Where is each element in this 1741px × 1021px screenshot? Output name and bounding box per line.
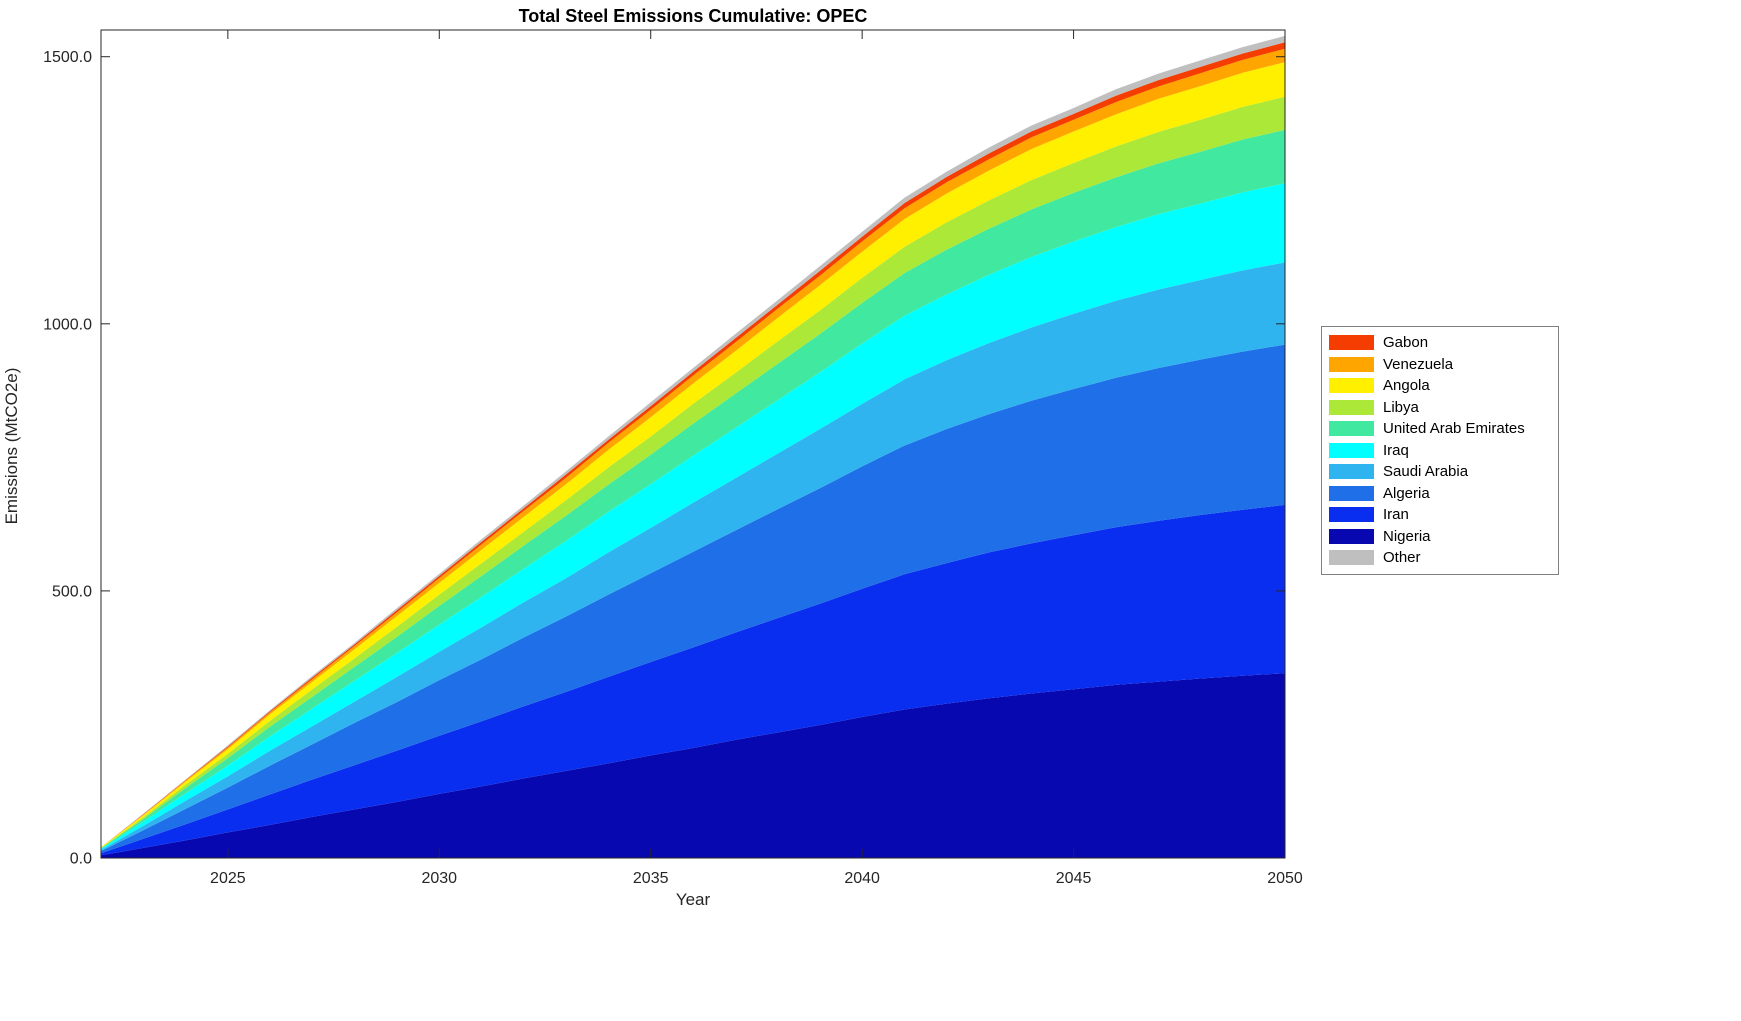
legend-item-saudi-arabia: Saudi Arabia — [1322, 461, 1558, 483]
legend-swatch — [1329, 464, 1374, 480]
x-tick-label: 2035 — [633, 870, 669, 887]
legend-item-angola: Angola — [1322, 375, 1558, 397]
legend-label: Venezuela — [1383, 355, 1454, 373]
legend-label: Iraq — [1383, 441, 1409, 459]
y-tick-label: 1000.0 — [43, 316, 92, 333]
x-axis-label: Year — [675, 890, 711, 909]
legend-swatch — [1329, 485, 1374, 501]
legend-item-gabon: Gabon — [1322, 332, 1558, 354]
legend-swatch — [1329, 442, 1374, 458]
legend-swatch — [1329, 378, 1374, 394]
legend-swatch — [1329, 528, 1374, 544]
y-axis-label: Emissions (MtCO2e) — [2, 367, 21, 525]
legend-label: Saudi Arabia — [1383, 463, 1469, 481]
legend-swatch — [1329, 550, 1374, 566]
area-saudi-arabia — [101, 262, 1285, 852]
legend-item-nigeria: Nigeria — [1322, 526, 1558, 548]
legend-item-other: Other — [1322, 547, 1558, 569]
legend-swatch — [1329, 399, 1374, 415]
x-tick-label: 2025 — [210, 870, 246, 887]
legend-swatch — [1329, 356, 1374, 372]
y-tick-label: 0.0 — [70, 851, 92, 868]
area-algeria — [101, 344, 1285, 854]
legend-label: Other — [1383, 549, 1421, 567]
legend-item-algeria: Algeria — [1322, 483, 1558, 505]
x-tick-label: 2030 — [421, 870, 457, 887]
legend-item-venezuela: Venezuela — [1322, 354, 1558, 376]
y-tick-label: 500.0 — [52, 583, 92, 600]
x-tick-label: 2045 — [1056, 870, 1092, 887]
area-nigeria — [101, 673, 1285, 858]
x-tick-label: 2050 — [1267, 870, 1303, 887]
legend-label: Iran — [1383, 506, 1409, 524]
legend-swatch — [1329, 421, 1374, 437]
legend-label: United Arab Emirates — [1383, 420, 1525, 438]
y-tick-label: 1500.0 — [43, 49, 92, 66]
legend-item-libya: Libya — [1322, 397, 1558, 419]
area-iran — [101, 504, 1285, 856]
legend-label: Angola — [1383, 377, 1430, 395]
legend-item-iran: Iran — [1322, 504, 1558, 526]
legend-swatch — [1329, 507, 1374, 523]
legend-label: Libya — [1383, 398, 1419, 416]
area-iraq — [101, 183, 1285, 851]
axis-box — [100, 29, 1286, 859]
legend-item-united-arab-emirates: United Arab Emirates — [1322, 418, 1558, 440]
legend-item-iraq: Iraq — [1322, 440, 1558, 462]
chart-title: Total Steel Emissions Cumulative: OPEC — [518, 6, 868, 26]
legend-label: Nigeria — [1383, 527, 1431, 545]
area-united-arab-emirates — [101, 129, 1285, 849]
legend: Gabon Venezuela Angola Libya United Arab Emi… — [1321, 326, 1559, 575]
legend-label: Algeria — [1383, 484, 1430, 502]
x-tick-label: 2040 — [844, 870, 880, 887]
legend-swatch — [1329, 335, 1374, 351]
legend-label: Gabon — [1383, 334, 1429, 352]
